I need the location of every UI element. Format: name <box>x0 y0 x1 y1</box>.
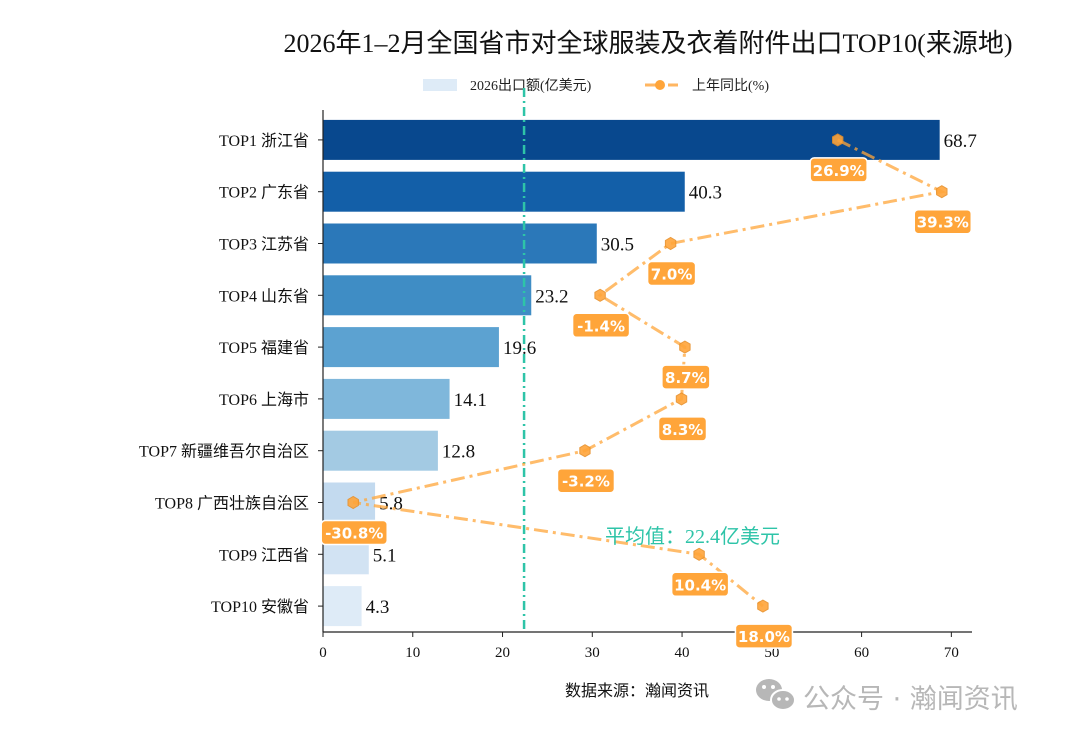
yoy-label: 8.3% <box>662 421 704 439</box>
legend-line-marker <box>655 80 665 90</box>
yoy-label: -3.2% <box>562 473 610 491</box>
category-label: TOP3 江苏省 <box>219 236 309 254</box>
legend-line-label: 上年同比(%) <box>692 78 769 94</box>
x-tick-label: 20 <box>495 645 510 661</box>
yoy-label: 26.9% <box>813 162 865 180</box>
category-label: TOP10 安徽省 <box>211 598 309 616</box>
yoy-label: -1.4% <box>577 317 625 335</box>
value-label: 5.1 <box>373 545 397 566</box>
yoy-label-box <box>734 623 794 649</box>
x-tick-label: 60 <box>854 645 869 661</box>
watermark-text: 公众号 · 瀚闻资讯 <box>803 684 1018 715</box>
value-label: 4.3 <box>366 597 390 618</box>
value-label: 14.1 <box>454 390 487 411</box>
yoy-marker <box>679 340 691 354</box>
yoy-label-box <box>809 157 868 183</box>
yoy-label-box <box>646 260 697 287</box>
value-label: 30.5 <box>601 235 634 256</box>
value-label: 23.2 <box>535 286 568 307</box>
value-label: 12.8 <box>442 442 475 463</box>
yoy-label-box <box>320 519 388 546</box>
legend: 2026出口额(亿美元) 上年同比(%) <box>423 78 769 94</box>
yoy-marker <box>664 236 677 251</box>
x-tick-label: 10 <box>405 645 420 661</box>
yoy-marker <box>594 288 606 302</box>
category-label: TOP5 福建省 <box>219 339 309 357</box>
x-tick-label: 40 <box>675 645 690 661</box>
yoy-marker <box>579 444 591 458</box>
legend-bar-label: 2026出口额(亿美元) <box>470 78 592 94</box>
category-label: TOP4 山东省 <box>219 287 309 305</box>
x-tick-label: 50 <box>764 645 779 661</box>
yoy-marker <box>347 495 359 510</box>
category-label: TOP6 上海市 <box>219 391 309 409</box>
yoy-label: 18.0% <box>738 628 790 646</box>
yoy-marker <box>675 392 688 406</box>
yoy-marker <box>693 547 705 561</box>
yoy-label-box <box>556 467 616 494</box>
yoy-label: 7.0% <box>651 266 693 284</box>
legend-bar-swatch <box>423 79 457 91</box>
bar <box>323 430 438 471</box>
yoy-label: 39.3% <box>917 214 969 232</box>
x-tick-label: 0 <box>319 645 327 661</box>
bar <box>323 223 597 264</box>
category-label: TOP2 广东省 <box>219 184 309 202</box>
yoy-label-box <box>913 208 973 235</box>
bar <box>323 275 532 316</box>
yoy-marker <box>757 599 769 613</box>
yoy-marker <box>832 133 844 147</box>
bar <box>323 378 450 419</box>
category-label: TOP8 广西壮族自治区 <box>155 495 309 513</box>
source-note: 数据来源：瀚闻资讯 <box>565 682 709 700</box>
bar <box>323 327 499 368</box>
value-label: 5.8 <box>379 494 403 515</box>
yoy-label: 8.7% <box>665 369 707 387</box>
yoy-label: -30.8% <box>325 525 383 543</box>
average-label: 平均值：22.4亿美元 <box>605 525 780 548</box>
x-tick-label: 70 <box>944 645 959 661</box>
yoy-label: 10.4% <box>674 576 726 594</box>
wechat-icon <box>756 679 796 711</box>
yoy-label-box <box>661 364 711 390</box>
category-label: TOP1 浙江省 <box>219 132 309 150</box>
chart-title: 2026年1–2月全国省市对全球服装及衣着附件出口TOP10(来源地) <box>284 29 1013 58</box>
value-label: 40.3 <box>689 183 722 204</box>
value-label: 19.6 <box>503 338 536 359</box>
category-label: TOP9 江西省 <box>219 546 309 564</box>
bar <box>323 119 940 160</box>
yoy-label-box <box>571 312 631 339</box>
x-tick-label: 30 <box>585 645 600 661</box>
bar <box>323 586 362 627</box>
yoy-marker <box>936 185 948 199</box>
watermark: 公众号 · 瀚闻资讯 <box>756 679 1018 715</box>
bar <box>323 171 685 212</box>
value-label: 68.7 <box>944 131 977 152</box>
yoy-label-box <box>670 571 730 598</box>
category-label: TOP7 新疆维吾尔自治区 <box>139 443 309 461</box>
yoy-label-box <box>657 416 708 442</box>
